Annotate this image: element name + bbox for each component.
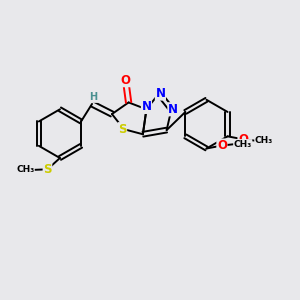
Text: H: H — [89, 92, 98, 102]
Text: S: S — [43, 163, 52, 176]
Text: S: S — [118, 123, 127, 136]
Text: N: N — [168, 103, 178, 116]
Text: CH₃: CH₃ — [255, 136, 273, 145]
Text: O: O — [217, 139, 227, 152]
Text: O: O — [238, 133, 248, 146]
Text: N: N — [155, 87, 165, 100]
Text: CH₃: CH₃ — [16, 165, 34, 174]
Text: N: N — [141, 100, 152, 113]
Text: CH₃: CH₃ — [234, 140, 252, 148]
Text: O: O — [121, 74, 130, 87]
